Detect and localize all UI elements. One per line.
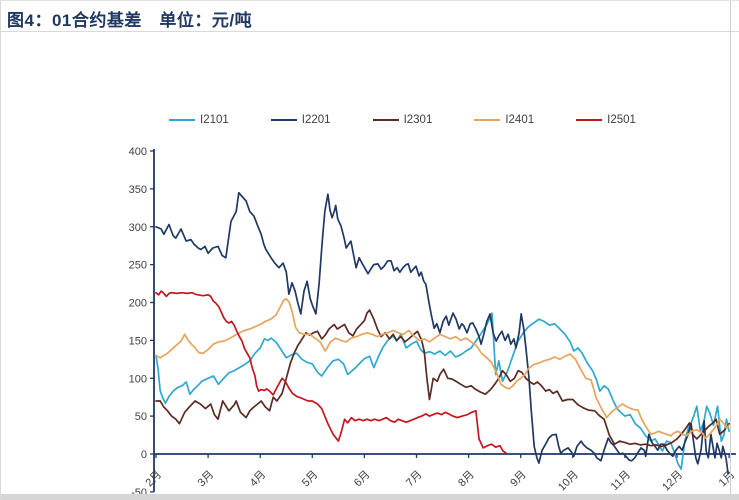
legend-label-I2501: I2501 (607, 114, 636, 126)
x-axis-tick-label: 6月 (352, 469, 373, 490)
x-axis-tick-label: 11月 (609, 469, 633, 493)
y-axis-tick-label: 0 (141, 449, 147, 461)
x-axis-tick-label: 3月 (196, 469, 217, 490)
figure-title: 图4：01合约基差 单位：元/吨 (7, 11, 253, 30)
x-axis-tick-label: 9月 (508, 469, 529, 490)
y-axis-tick-label: 50 (135, 411, 147, 423)
x-axis-tick-label: 5月 (300, 469, 321, 490)
x-axis-tick-label: 12月 (660, 469, 685, 494)
x-axis-tick-label: 1月 (717, 469, 738, 490)
legend-label-I2101: I2101 (200, 114, 229, 126)
right-border-line (730, 1, 731, 500)
title-divider-line (1, 31, 739, 32)
y-axis-tick-label: 150 (129, 335, 147, 347)
legend-swatch-I2101 (169, 119, 195, 121)
x-axis-tick-label: 7月 (404, 469, 425, 490)
legend-label-I2201: I2201 (301, 114, 331, 126)
legend-item-I2401: I2401 (474, 114, 534, 126)
legend-label-I2301: I2301 (403, 114, 433, 126)
series-line-I2101 (155, 312, 730, 470)
series-line-I2501 (155, 290, 507, 455)
legend-swatch-I2201 (270, 119, 297, 121)
series-line-I2401 (155, 297, 730, 439)
chart-legend: I2101 I2201 I2301 I2401 I2501 (169, 114, 636, 126)
legend-swatch-I2301 (372, 119, 399, 121)
x-axis-tick-label: 8月 (456, 469, 477, 490)
y-axis-tick-label: 400 (129, 146, 147, 158)
y-axis-tick-label: 250 (129, 260, 147, 272)
y-axis-tick-label: 200 (129, 298, 147, 310)
bottom-border-strip (1, 494, 739, 500)
y-axis-tick-label: 300 (129, 222, 147, 234)
series-line-I2201 (155, 191, 729, 475)
y-axis-tick-label: 100 (129, 373, 147, 385)
legend-swatch-I2401 (474, 119, 501, 121)
legend-swatch-I2501 (576, 119, 603, 121)
x-axis-tick-label: 10月 (556, 469, 581, 494)
legend-item-I2101: I2101 (169, 114, 229, 126)
y-axis-tick-label: 350 (129, 184, 147, 196)
legend-item-I2501: I2501 (576, 114, 636, 126)
x-axis-tick-label: 4月 (248, 469, 269, 490)
series-line-I2301 (155, 309, 730, 448)
legend-item-I2201: I2201 (270, 114, 331, 126)
legend-label-I2401: I2401 (505, 114, 535, 126)
legend-item-I2301: I2301 (372, 114, 433, 126)
